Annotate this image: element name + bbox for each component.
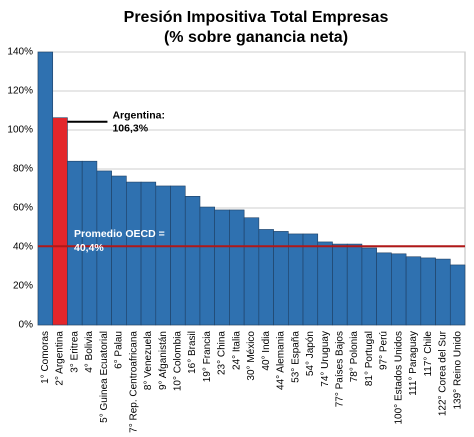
y-tick-label: 100% [7, 125, 33, 136]
x-tick-label: 40° India [261, 331, 272, 371]
bar [214, 209, 230, 326]
y-tick-label: 0% [19, 320, 34, 331]
x-tick-label: 77° Países Bajos [334, 331, 345, 407]
bar [229, 209, 245, 326]
y-tick-label: 120% [7, 86, 33, 97]
x-tick-label: 117° Chile [423, 331, 434, 377]
bar [361, 247, 377, 326]
x-tick-label: 1° Comoras [40, 331, 51, 384]
x-tick-label: 139° Reino Unido [452, 331, 463, 410]
x-tick-label: 44° Alemania [276, 331, 287, 390]
x-tick-label: 111° Paraguay [408, 331, 419, 396]
chart-title: Presión Impositiva Total Empresas [124, 9, 389, 26]
bar [420, 257, 436, 326]
bar [184, 196, 201, 326]
chart-subtitle: (% sobre ganancia neta) [164, 29, 348, 46]
x-tick-label: 8° Venezuela [143, 331, 154, 390]
highlight-annotation: 106,3% [112, 122, 148, 134]
x-tick-label: 23° China [217, 331, 228, 375]
x-tick-label: 30° México [246, 331, 257, 381]
x-tick-label: 122° Corea del Sur [438, 330, 449, 416]
bar [37, 51, 54, 326]
x-tick-label: 54° Japón [305, 331, 316, 376]
y-tick-label: 60% [13, 203, 33, 214]
bar [258, 229, 274, 326]
bar [52, 117, 68, 326]
bar [376, 252, 392, 326]
x-tick-label: 97° Perú [379, 331, 390, 370]
y-tick-label: 40% [13, 242, 33, 253]
x-tick-label: 78° Polonia [349, 331, 360, 383]
bar [140, 181, 157, 326]
x-tick-label: 7° Rep. Centroafricana [128, 331, 139, 433]
x-tick-label: 6° Palau [114, 331, 125, 369]
x-tick-label: 16° Brasil [187, 331, 198, 374]
x-tick-label: 53° España [290, 331, 301, 383]
bar [435, 258, 451, 326]
bar [155, 185, 171, 326]
bar [288, 233, 304, 326]
bar [199, 206, 215, 326]
x-tick-label: 74° Uruguay [320, 331, 331, 387]
bar [332, 243, 348, 326]
bar [170, 185, 186, 326]
bar [126, 181, 142, 326]
bar [302, 233, 319, 326]
bar [449, 264, 466, 326]
y-tick-label: 20% [13, 281, 33, 292]
x-tick-label: 9° Afganistán [158, 331, 169, 390]
bar [317, 241, 333, 326]
bar [111, 175, 127, 326]
x-tick-label: 100° Estados Unidos [393, 331, 404, 425]
x-tick-label: 3° Eritrea [69, 331, 80, 373]
bar [243, 217, 260, 326]
highlight-annotation: Argentina: [112, 109, 165, 121]
x-tick-label: 24° Italia [231, 331, 242, 370]
x-tick-label: 2° Argentina [55, 331, 66, 386]
bar [346, 243, 363, 326]
x-tick-label: 19° Francia [202, 331, 213, 383]
bar [405, 256, 422, 326]
x-tick-label: 5° Guinea Ecuatorial [99, 331, 110, 423]
x-tick-label: 81° Portugal [364, 331, 375, 386]
bar [391, 253, 407, 326]
reference-annotation: Promedio OECD = [74, 228, 165, 240]
y-tick-label: 80% [13, 164, 33, 175]
reference-annotation: 40,4% [74, 242, 104, 254]
x-tick-label: 10° Colombia [173, 331, 184, 392]
y-tick-label: 140% [7, 47, 33, 58]
x-tick-label: 4° Bolivia [84, 331, 95, 373]
